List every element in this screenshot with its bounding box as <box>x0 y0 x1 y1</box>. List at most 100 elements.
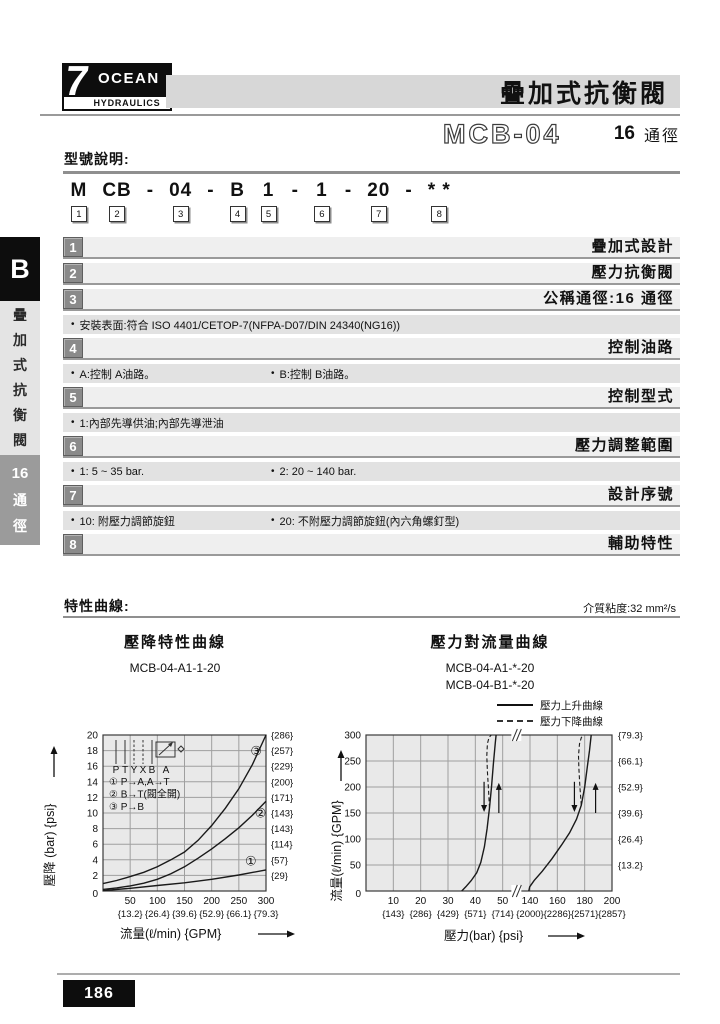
y-tick-label: 12 <box>87 793 99 804</box>
y-psi-label: {286} <box>271 731 293 742</box>
model-code-box-slot: 3 <box>172 206 189 224</box>
curve-① <box>102 869 267 892</box>
option-item: • 1: 5 ~ 35 bar. <box>71 466 271 478</box>
model-code-box-slot: 6 <box>313 206 330 224</box>
section-title-row: 5 控制型式 <box>63 387 680 409</box>
section-title-row: 8 輔助特性 <box>63 534 680 556</box>
section-options-row: • 1: 5 ~ 35 bar. • 2: 20 ~ 140 bar. <box>63 462 680 481</box>
down-arrowhead-icon <box>571 804 578 812</box>
y-gpm-label: {52.9} <box>618 783 643 794</box>
model-code-segment: - <box>284 179 306 224</box>
inset-legend-line: ② B→T(閥全開) <box>109 788 180 801</box>
curve-label-②: ② <box>255 806 267 821</box>
section-heading: 設計序號 <box>607 486 674 503</box>
option-text: 1: 5 ~ 35 bar. <box>79 465 145 478</box>
y-tick-label: 200 <box>344 783 361 794</box>
footer-divider <box>57 973 680 975</box>
y-tick-label: 10 <box>87 809 99 820</box>
model-code-char: - <box>291 180 299 201</box>
bullet-icon: • <box>71 368 75 379</box>
y-tick-label: 16 <box>87 762 99 773</box>
right-chart-subtitle: MCB-04-B1-*-20 <box>445 678 535 692</box>
header-divider <box>40 114 680 116</box>
curve-legend: 壓力上升曲線 壓力下降曲線 <box>497 699 603 731</box>
port-label: Y <box>131 765 138 776</box>
y-tick-label: 18 <box>87 746 99 757</box>
option-item: • 安裝表面:符合 ISO 4401/CETOP-7(NFPA-D07/DIN 2… <box>71 317 400 333</box>
valve-arrow <box>158 743 172 756</box>
y-psi-label: {29} <box>271 871 288 882</box>
model-code-index-box: 8 <box>431 206 448 222</box>
y-gpm-label: {66.1} <box>618 757 643 768</box>
model-code-char: B <box>230 180 245 201</box>
model-code-box-slot: 2 <box>109 206 126 224</box>
logo-brand-text: OCEAN <box>98 70 160 87</box>
model-code-index-box: 2 <box>109 206 126 222</box>
y-tick-label: 6 <box>92 840 98 851</box>
option-text: 1:內部先導供油;內部先導泄油 <box>79 417 224 430</box>
section-number-badge: 6 <box>63 436 83 456</box>
page-banner-title: 疊加式抗衡閥 <box>166 75 680 108</box>
model-code-char: 04 <box>169 180 193 201</box>
model-code-segment: - <box>139 179 161 224</box>
y-tick-label: 250 <box>344 757 361 768</box>
option-text: 10: 附壓力調節旋鈕 <box>79 515 175 528</box>
logo-top-block: 7 OCEAN <box>62 63 172 95</box>
y-axis-title: 流量(ℓ/min) {GPM} <box>330 800 344 901</box>
y-tick-label: 300 <box>344 731 361 742</box>
section-heading: 壓力調整範圍 <box>574 437 674 454</box>
section-options-row: • A:控制 A油路。 • B:控制 B油路。 <box>63 364 680 383</box>
legend-label: 壓力下降曲線 <box>540 715 603 728</box>
y-tick-label: 0 <box>355 889 361 900</box>
option-text: 安裝表面:符合 ISO 4401/CETOP-7(NFPA-D07/DIN 24… <box>79 319 401 332</box>
option-item: • 2: 20 ~ 140 bar. <box>271 466 356 478</box>
model-code-index-box: 7 <box>370 206 387 222</box>
model-size-number: 16 <box>613 123 635 144</box>
y-psi-label: {57} <box>271 855 288 866</box>
curves-section-heading: 特性曲線: <box>64 598 130 614</box>
curve-③ <box>102 734 267 885</box>
x-psi-label: {143} <box>382 909 404 920</box>
option-item: • 10: 附壓力調節旋鈕 <box>71 513 271 529</box>
option-text: 2: 20 ~ 140 bar. <box>279 465 357 478</box>
option-text: B:控制 B油路。 <box>279 368 356 381</box>
y-tick-label: 2 <box>92 871 98 882</box>
x-psi-label: {2286} <box>544 909 571 920</box>
model-code-index-box: 6 <box>313 206 330 222</box>
left-chart-subtitle: MCB-04-A1-1-20 <box>129 661 221 675</box>
model-code-text: MCB-04 <box>443 119 562 149</box>
model-code-segment: - <box>398 179 420 224</box>
x-gpm-label: {66.1} <box>226 909 251 920</box>
x-tick-label: 200 <box>604 896 621 907</box>
sidebar-size-number: 16 <box>11 465 29 482</box>
viscosity-note: 介質粘度:32 mm²/s <box>583 603 676 615</box>
check-valve-icon <box>177 745 185 753</box>
y-psi-label: {257} <box>271 746 293 757</box>
up-arrowhead-icon <box>495 782 502 790</box>
pressure-vs-flow-chart: 0 50 100 150 200 250 300 {79.3} {66.1} {52.9} {39.… <box>330 728 643 943</box>
sidebar-title-char: 疊 <box>13 307 27 323</box>
model-code-box-slot: 7 <box>370 206 387 224</box>
down-arrowhead-icon <box>481 804 488 812</box>
y-tick-label: 50 <box>350 861 362 872</box>
right-chart-title: 壓力對流量曲線 <box>430 634 550 651</box>
section-title-row: 7 設計序號 <box>63 485 680 507</box>
x-tick-label: 10 <box>388 896 400 907</box>
curve-② <box>102 800 267 891</box>
section-number-badge: 8 <box>63 534 83 554</box>
port-label: X <box>140 765 147 776</box>
y-gpm-label: {26.4} <box>618 835 643 846</box>
section-title-row: 6 壓力調整範圍 <box>63 436 680 458</box>
model-code-index-box: 5 <box>260 206 277 222</box>
section-options-row: • 10: 附壓力調節旋鈕 • 20: 不附壓力調節旋鈕(內六角螺釘型) <box>63 511 680 530</box>
option-text: 20: 不附壓力調節旋鈕(內六角螺釘型) <box>279 515 460 528</box>
x-tick-label: 40 <box>470 896 482 907</box>
model-section-heading: 型號說明: <box>64 151 130 167</box>
page-number: 186 <box>63 980 135 1007</box>
section-heading: 公稱通徑:16 通徑 <box>543 290 674 307</box>
model-code-box-slot: 5 <box>260 206 277 224</box>
sidebar-size-char: 通 <box>13 492 27 508</box>
model-code-char: CB <box>102 180 132 201</box>
